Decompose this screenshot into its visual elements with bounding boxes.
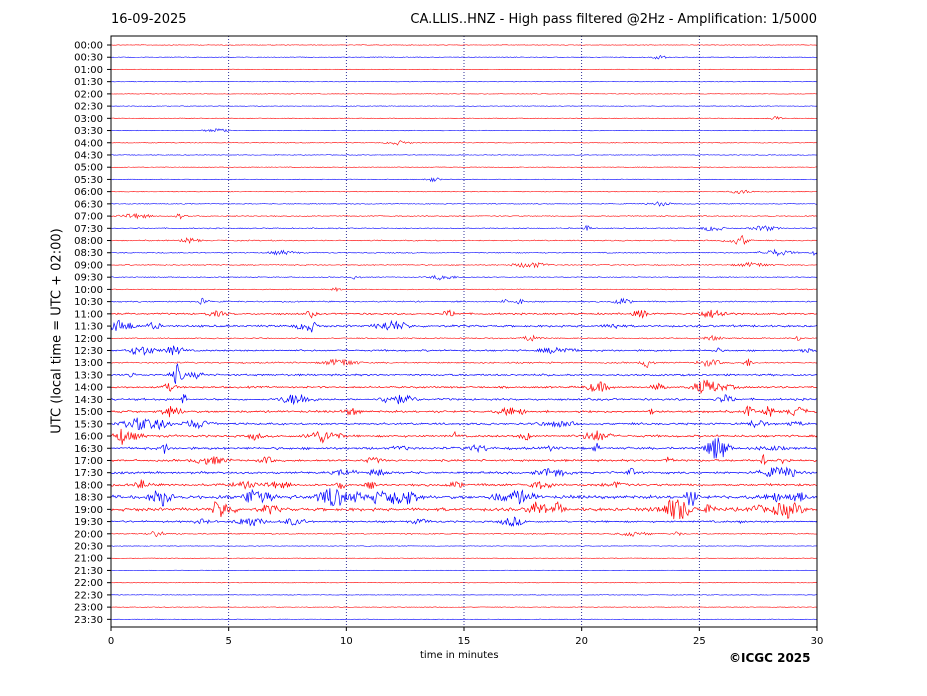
y-tick-label: 09:30 [74,273,103,284]
y-tick-label: 18:30 [74,493,103,504]
y-tick-label: 07:00 [74,212,103,223]
y-tick-label: 13:30 [74,370,103,381]
trace-row-0330 [110,128,818,133]
trace-row-1730 [110,466,818,478]
y-tick-label: 02:00 [74,89,103,100]
y-tick-label: 04:00 [74,138,103,149]
trace-row-1100 [110,309,818,319]
time-grid [228,36,700,627]
y-tick-label: 16:00 [74,432,103,443]
y-tick-label: 12:00 [74,334,103,345]
y-tick-label: 21:30 [74,566,103,577]
y-tick-label: 05:30 [74,175,103,186]
y-tick-label: 14:30 [74,395,103,406]
y-tick-label: 09:00 [74,260,103,271]
trace-row-0530 [110,177,818,183]
trace-row-1200 [110,334,818,342]
y-tick-label: 12:30 [74,346,103,357]
y-tick-label: 11:30 [74,322,103,333]
trace-row-2330 [110,618,818,620]
x-axis-label: time in minutes [420,650,499,661]
trace-row-1630 [110,437,818,459]
x-tick-label: 25 [693,636,706,647]
trace-row-1930 [110,516,818,527]
x-tick-label: 20 [575,636,588,647]
y-tick-label: 00:00 [74,41,103,52]
y-tick-label: 03:00 [74,114,103,125]
trace-row-1030 [110,297,818,305]
trace-row-0600 [110,189,818,194]
y-tick-label: 10:30 [74,297,103,308]
trace-row-1800 [110,479,818,490]
y-tick-label: 04:30 [74,150,103,161]
trace-row-1330 [110,363,818,384]
trace-row-1000 [110,286,818,293]
y-tick-label: 06:30 [74,199,103,210]
y-tick-label: 08:00 [74,236,103,247]
trace-row-0430 [110,154,818,156]
y-tick-label: 19:00 [74,505,103,516]
y-tick-label: 22:00 [74,578,103,589]
y-tick-label: 21:00 [74,554,103,565]
y-tick-label: 18:00 [74,480,103,491]
y-tick-label: 17:00 [74,456,103,467]
y-tick-label: 20:30 [74,542,103,553]
y-tick-label: 16:30 [74,444,103,455]
trace-row-0500 [110,166,818,168]
y-tick-label: 05:00 [74,163,103,174]
y-tick-label: 07:30 [74,224,103,235]
y-tick-label: 23:30 [74,615,103,626]
date-label: 16-09-2025 [111,12,187,27]
trace-row-1230 [110,345,818,356]
y-tick-label: 00:30 [74,53,103,64]
x-tick-label: 30 [811,636,824,647]
trace-row-0400 [110,140,818,146]
y-tick-label: 15:30 [74,419,103,430]
y-tick-label: 20:00 [74,529,103,540]
y-tick-label: 22:30 [74,590,103,601]
y-tick-label: 03:30 [74,126,103,137]
y-tick-label: 06:00 [74,187,103,198]
y-tick-label: 14:00 [74,383,103,394]
trace-row-1130 [110,319,818,333]
y-tick-label: 08:30 [74,248,103,259]
trace-lines [110,44,818,620]
trace-row-0930 [110,274,818,281]
x-tick-label: 15 [458,636,471,647]
x-tick-label: 10 [340,636,353,647]
x-tick-label: 5 [225,636,231,647]
y-tick-label: 13:00 [74,358,103,369]
chart-title: CA.LLIS..HNZ - High pass filtered @2Hz -… [410,12,817,27]
trace-row-0630 [110,201,818,207]
y-tick-label: 15:00 [74,407,103,418]
y-tick-label: 02:30 [74,102,103,113]
y-tick-label: 10:00 [74,285,103,296]
trace-row-0300 [110,115,818,120]
y-tick-label: 01:00 [74,65,103,76]
y-tick-label: 11:00 [74,309,103,320]
y-tick-label: 17:30 [74,468,103,479]
trace-row-1300 [110,358,818,368]
x-tick-label: 0 [108,636,114,647]
y-tick-label: 19:30 [74,517,103,528]
y-tick-label: 01:30 [74,77,103,88]
copyright-label: ©ICGC 2025 [729,651,811,665]
plot-frame [110,35,818,628]
y-tick-label: 23:00 [74,603,103,614]
trace-row-1600 [110,428,818,445]
